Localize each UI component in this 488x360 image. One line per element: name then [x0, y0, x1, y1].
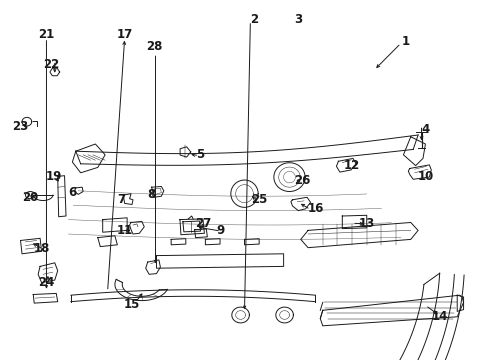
Text: 13: 13 — [358, 217, 374, 230]
Text: 21: 21 — [38, 28, 55, 41]
Text: 8: 8 — [147, 188, 155, 201]
Text: 25: 25 — [250, 193, 267, 206]
Text: 28: 28 — [145, 40, 162, 53]
Text: 20: 20 — [22, 191, 39, 204]
Text: 12: 12 — [343, 159, 360, 172]
Text: 14: 14 — [431, 310, 447, 323]
Text: 2: 2 — [250, 13, 258, 26]
Text: 26: 26 — [293, 174, 310, 186]
Text: 22: 22 — [43, 58, 60, 71]
Text: 5: 5 — [196, 148, 204, 161]
Text: 19: 19 — [45, 170, 62, 183]
Text: 18: 18 — [33, 242, 50, 255]
Text: 27: 27 — [194, 217, 211, 230]
Text: 7: 7 — [117, 193, 125, 206]
Text: 23: 23 — [12, 120, 29, 132]
Text: 6: 6 — [68, 186, 76, 199]
Text: 1: 1 — [401, 35, 409, 48]
Text: 10: 10 — [416, 170, 433, 183]
Text: 24: 24 — [38, 276, 55, 289]
Text: 3: 3 — [294, 13, 302, 26]
Text: 11: 11 — [116, 224, 133, 237]
Text: 9: 9 — [216, 224, 224, 237]
Text: 4: 4 — [421, 123, 428, 136]
Text: 16: 16 — [306, 202, 323, 215]
Text: 17: 17 — [116, 28, 133, 41]
Text: 15: 15 — [123, 298, 140, 311]
